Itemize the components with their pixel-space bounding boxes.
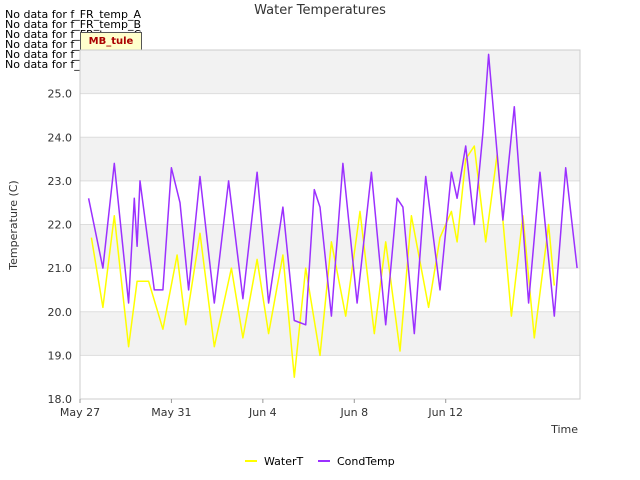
grid-band: [80, 311, 580, 356]
x-tick-label: Jun 12: [427, 406, 463, 419]
y-axis: 18.0 19.0 20.0 21.0 22.0 23.0 24.0 25.0: [48, 88, 73, 406]
x-axis-label: Time: [550, 423, 578, 436]
series-line-condtemp: [87, 53, 578, 335]
no-data-message: No data for f_FR_temp_C: [5, 28, 142, 41]
legend-label: CondTemp: [337, 455, 395, 468]
no-data-message: No data for f_Temp_A: [5, 48, 123, 61]
plot-frame: [79, 49, 581, 400]
x-tick-label: Jun 8: [339, 406, 368, 419]
series-line-watert: [90, 145, 556, 378]
x-tick-label: Jun 4: [248, 406, 277, 419]
y-axis-label: Temperature (C): [7, 180, 20, 270]
y-tick-label: 18.0: [48, 393, 73, 406]
y-tick-label: 19.0: [48, 349, 73, 362]
chart-title: Water Temperatures: [254, 3, 386, 18]
y-tick-label: 25.0: [48, 88, 73, 101]
grid-band: [80, 50, 580, 94]
y-tick-label: 24.0: [48, 131, 73, 144]
x-axis: May 27 May 31 Jun 4 Jun 8 Jun 12: [60, 399, 463, 419]
legend-label: WaterT: [264, 455, 304, 468]
legend: WaterT CondTemp: [245, 455, 395, 468]
x-tick-label: May 31: [151, 406, 191, 419]
no-data-message: No data for f_FD_Temp_1: [5, 38, 142, 51]
y-tick-label: 21.0: [48, 262, 73, 275]
series-lines: [87, 53, 578, 378]
y-tick-label: 23.0: [48, 175, 73, 188]
grid-band: [80, 137, 580, 181]
no-data-message: No data for f_FR_temp_A: [5, 8, 141, 21]
y-tick-label: 20.0: [48, 306, 73, 319]
x-tick-label: May 27: [60, 406, 100, 419]
no-data-message: No data for f_FR_temp_B: [5, 18, 142, 31]
y-tick-label: 22.0: [48, 219, 73, 232]
